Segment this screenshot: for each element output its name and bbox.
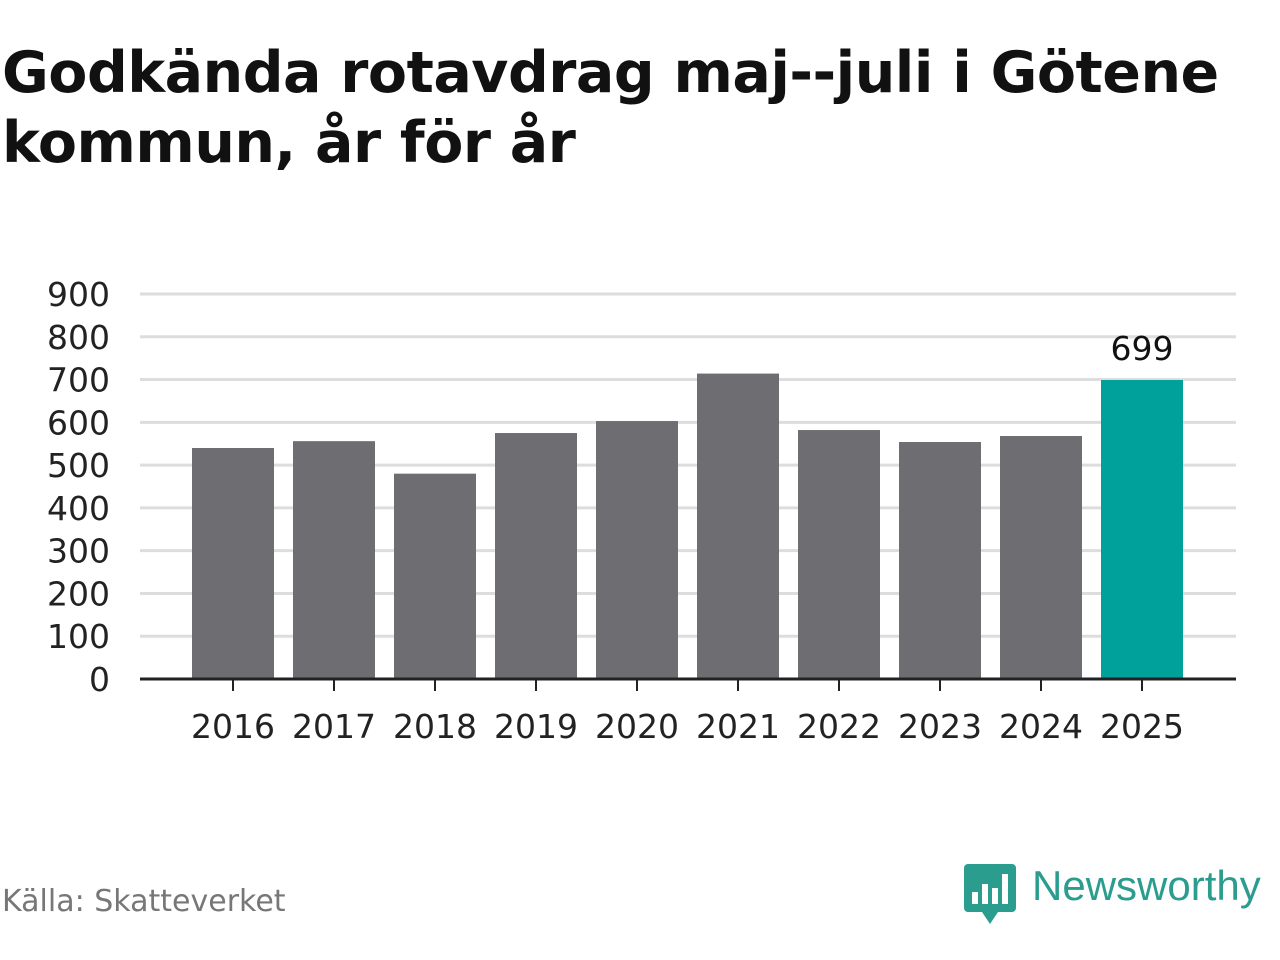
y-tick-label: 800: [47, 318, 110, 357]
data-label-2025: 699: [1111, 329, 1174, 368]
y-tick-label: 400: [47, 489, 110, 528]
x-tick-label: 2018: [393, 707, 477, 746]
x-tick-label: 2021: [696, 707, 780, 746]
brand-logo: Newsworthy: [964, 862, 1261, 928]
data-labels: 699: [1111, 329, 1174, 368]
bar-2024: [1000, 436, 1082, 679]
x-tick-label: 2016: [191, 707, 275, 746]
newsworthy-logo-icon: [964, 864, 1016, 924]
bar-2025: [1101, 379, 1183, 679]
bar-2018: [394, 473, 476, 679]
bars: [192, 373, 1183, 679]
x-tick-label: 2020: [595, 707, 679, 746]
bar-2019: [495, 433, 577, 679]
y-tick-label: 900: [47, 275, 110, 314]
bar-2023: [899, 442, 981, 679]
y-tick-label: 600: [47, 403, 110, 442]
x-tick-label: 2022: [797, 707, 881, 746]
y-tick-label: 100: [47, 617, 110, 656]
bar-2022: [798, 430, 880, 679]
y-tick-label: 500: [47, 446, 110, 485]
x-tick-label: 2019: [494, 707, 578, 746]
bar-2020: [596, 421, 678, 679]
y-tick-label: 200: [47, 574, 110, 613]
source-note: Källa: Skatteverket: [2, 884, 286, 919]
y-tick-label: 700: [47, 361, 110, 400]
bar-2016: [192, 448, 274, 679]
bar-2017: [293, 441, 375, 679]
y-tick-label: 0: [89, 660, 110, 699]
y-tick-label: 300: [47, 532, 110, 571]
chart-title: Godkända rotavdrag maj--juli i Götene ko…: [2, 40, 1219, 176]
x-tick-label: 2023: [898, 707, 982, 746]
x-tick-label: 2025: [1100, 707, 1184, 746]
x-axis: 2016 2017 2018 2019 2020 2021 2022 2023 2024 2025: [191, 679, 1184, 746]
bar-2021: [697, 373, 779, 679]
brand-name: Newsworthy: [1032, 862, 1261, 909]
x-tick-label: 2024: [999, 707, 1083, 746]
x-tick-label: 2017: [292, 707, 376, 746]
